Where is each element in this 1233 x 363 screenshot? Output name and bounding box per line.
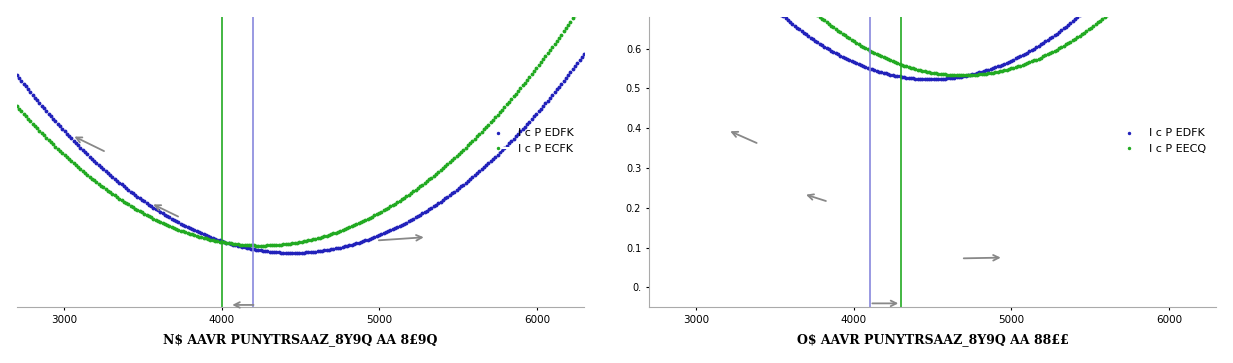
X-axis label: O$ AAVR PUNYTRSAAZ_8Y9Q AA 88££: O$ AAVR PUNYTRSAAZ_8Y9Q AA 88££	[797, 333, 1069, 346]
Legend: I c P EDFK, I c P ECFK: I c P EDFK, I c P ECFK	[483, 124, 578, 158]
Legend: I c P EDFK, I c P EECQ: I c P EDFK, I c P EECQ	[1113, 124, 1211, 158]
X-axis label: N$ AAVR PUNYTRSAAZ_8Y9Q AA 8£9Q: N$ AAVR PUNYTRSAAZ_8Y9Q AA 8£9Q	[163, 333, 438, 346]
